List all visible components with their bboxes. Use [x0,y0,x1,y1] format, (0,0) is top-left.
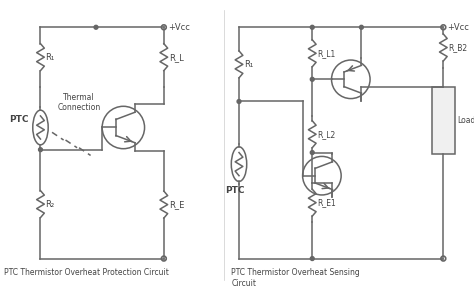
Circle shape [310,151,314,155]
Text: R_L: R_L [169,53,183,62]
Circle shape [359,25,364,29]
Circle shape [310,77,314,81]
Text: R₂: R₂ [46,200,55,209]
Text: +Vcc: +Vcc [168,23,190,32]
Text: Load: Load [457,116,474,125]
Circle shape [310,25,314,29]
Text: PTC Thermistor Overheat Sensing
Circuit: PTC Thermistor Overheat Sensing Circuit [231,268,360,288]
Text: PTC: PTC [226,186,245,195]
Circle shape [310,257,314,260]
Text: R_L2: R_L2 [317,130,335,139]
Text: PTC: PTC [9,115,29,124]
Text: R₁: R₁ [244,60,253,69]
Bar [432,87,455,155]
Text: Thermal
Connection: Thermal Connection [57,93,100,112]
Text: R_L1: R_L1 [317,49,335,58]
Text: +Vcc: +Vcc [447,23,469,32]
Text: R_E: R_E [169,200,184,209]
Text: R₁: R₁ [46,53,55,62]
Circle shape [38,148,42,152]
Text: R_B2: R_B2 [448,43,467,52]
Text: PTC Thermistor Overheat Protection Circuit: PTC Thermistor Overheat Protection Circu… [4,268,169,277]
Text: R_E1: R_E1 [317,198,336,207]
Circle shape [237,99,241,103]
Circle shape [94,25,98,29]
